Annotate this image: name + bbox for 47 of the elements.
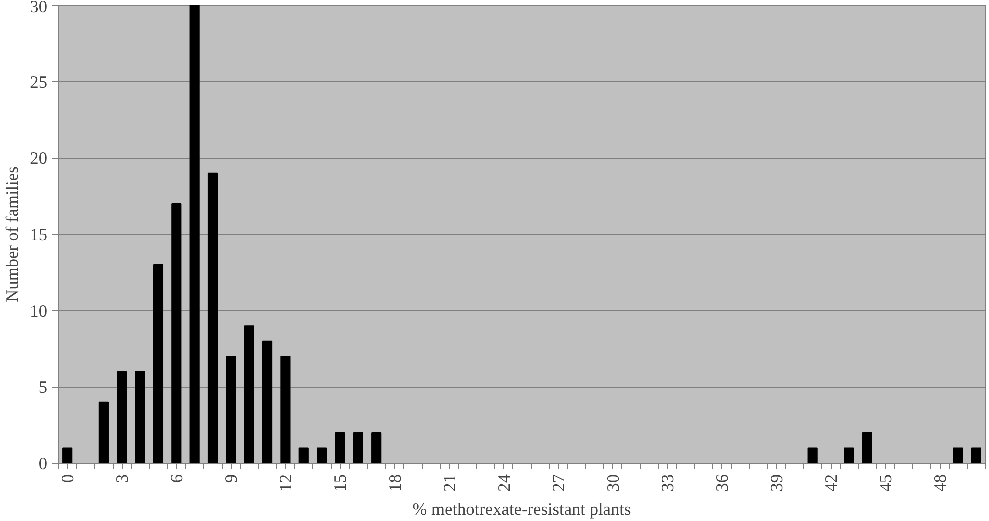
bar [808, 448, 818, 464]
x-axis-title: % methotrexate-resistant plants [412, 500, 632, 519]
x-tick-label: 39 [767, 474, 786, 492]
bar [244, 326, 254, 464]
x-tick-label: 36 [712, 474, 732, 492]
x-tick-label: 9 [222, 474, 242, 484]
x-tick-label: 30 [604, 474, 623, 492]
bar [372, 432, 382, 464]
bar [226, 356, 236, 464]
x-tick-label: 0 [58, 474, 78, 484]
x-tick-label: 27 [549, 474, 568, 492]
bar [190, 6, 200, 464]
bar [62, 448, 73, 464]
x-tick-label: 6 [168, 474, 187, 484]
y-tick-label: 30 [30, 0, 48, 16]
bar [208, 172, 218, 464]
bar [117, 371, 128, 464]
bar [862, 432, 872, 464]
bar [317, 448, 328, 464]
bar [353, 432, 364, 464]
x-tick-label: 45 [876, 474, 896, 492]
y-tick-label: 15 [30, 226, 48, 244]
bar [135, 371, 146, 464]
bar [98, 402, 109, 464]
x-tick-label: 18 [386, 474, 405, 492]
bar [280, 356, 291, 464]
x-tick-label: 12 [276, 474, 296, 492]
x-tick-label: 21 [440, 474, 460, 492]
x-tick-label: 33 [658, 474, 678, 492]
x-tick-label: 15 [331, 474, 350, 492]
y-tick-label: 10 [30, 302, 48, 321]
bar [953, 448, 964, 464]
bar [844, 448, 854, 464]
bar [335, 432, 346, 464]
y-tick-label: 25 [30, 72, 48, 92]
bar [153, 264, 164, 464]
bar [172, 203, 182, 464]
bar [262, 340, 273, 464]
y-tick-label: 5 [38, 378, 48, 398]
x-tick-label: 48 [931, 474, 950, 492]
y-axis-title: Number of families [3, 166, 22, 302]
bar [971, 448, 982, 464]
bar [298, 448, 309, 464]
x-tick-label: 24 [494, 474, 514, 492]
x-tick-label: 3 [113, 474, 132, 484]
x-tick-label: 42 [822, 474, 841, 492]
y-tick-label: 20 [30, 149, 48, 168]
